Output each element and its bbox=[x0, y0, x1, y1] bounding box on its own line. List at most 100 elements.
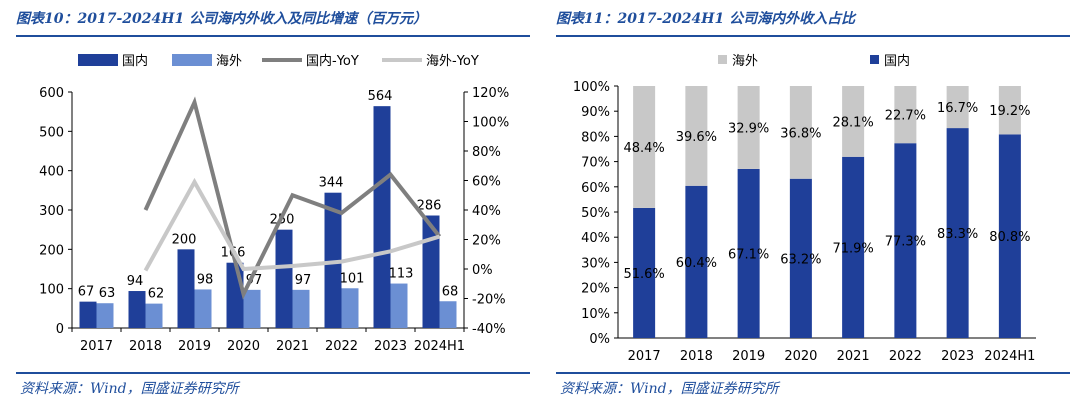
data-label-overseas: 113 bbox=[389, 267, 414, 282]
x-tick-label: 2019 bbox=[178, 339, 211, 354]
x-tick-label: 2020 bbox=[784, 349, 817, 364]
y-tick-label: 100% bbox=[573, 80, 610, 95]
legend-label: 国内 bbox=[122, 53, 148, 69]
y-tick-label: 50% bbox=[581, 206, 610, 221]
y-tick-label: 0% bbox=[589, 332, 610, 347]
chart-panel-share: 图表11：2017-2024H1 公司海内外收入占比 0% 10% 20% 30% 40… bbox=[540, 0, 1080, 417]
y-tick-label: 40% bbox=[581, 231, 610, 246]
legend-swatch bbox=[718, 55, 727, 64]
data-label-overseas: 101 bbox=[340, 271, 365, 286]
data-label-overseas: 97 bbox=[295, 273, 312, 288]
y2-tick-label: 0% bbox=[472, 263, 493, 278]
legend-label: 国内-YoY bbox=[306, 53, 359, 69]
data-label-domestic: 83.3% bbox=[937, 227, 978, 242]
x-tick-label: 2017 bbox=[80, 339, 113, 354]
legend-swatch bbox=[172, 54, 212, 66]
bar-overseas bbox=[341, 288, 359, 328]
legend-label: 海外 bbox=[732, 54, 758, 69]
y2-tick-label: 20% bbox=[472, 234, 501, 249]
x-tick-label: 2020 bbox=[227, 339, 260, 354]
x-tick-label: 2021 bbox=[276, 339, 309, 354]
bar-overseas-share bbox=[998, 86, 1021, 135]
data-label-overseas: 32.9% bbox=[728, 121, 769, 136]
legend-label: 国内 bbox=[884, 53, 910, 69]
data-label-overseas: 19.2% bbox=[989, 104, 1030, 119]
title-rule bbox=[16, 35, 530, 37]
bar-overseas bbox=[292, 289, 310, 328]
legend-swatch bbox=[870, 55, 879, 64]
bar-overseas bbox=[145, 303, 163, 328]
bar-domestic bbox=[177, 249, 195, 328]
legend-label: 海外 bbox=[216, 54, 242, 69]
y-tick-label: 80% bbox=[581, 130, 610, 145]
bar-domestic bbox=[373, 106, 391, 328]
source-rule bbox=[16, 372, 530, 374]
bar-overseas bbox=[390, 283, 408, 328]
line-domestic-yoy bbox=[143, 96, 442, 300]
bar-domestic-share bbox=[685, 185, 708, 338]
data-label-domestic: 77.3% bbox=[885, 235, 926, 250]
y-tick-label: 10% bbox=[581, 307, 610, 322]
data-label-domestic: 60.4% bbox=[676, 256, 717, 271]
bar-domestic bbox=[128, 291, 146, 328]
bar-domestic-share bbox=[842, 156, 865, 338]
bar-overseas bbox=[243, 289, 261, 328]
bar-domestic-share bbox=[998, 134, 1021, 338]
y-tick-label: 20% bbox=[581, 282, 610, 297]
x-tick-label: 2017 bbox=[628, 349, 661, 364]
bar-domestic-share bbox=[789, 178, 812, 338]
title-rule bbox=[556, 35, 1070, 37]
y2-tick-label: 100% bbox=[472, 116, 509, 131]
bar-domestic bbox=[422, 215, 440, 328]
y-tick-label: 100 bbox=[39, 283, 64, 298]
source-note: 资料来源：Wind，国盛证券研究所 bbox=[560, 381, 779, 397]
data-label-domestic: 71.9% bbox=[832, 241, 873, 256]
data-label-domestic: 51.6% bbox=[623, 267, 664, 282]
data-label-overseas: 63 bbox=[99, 286, 116, 301]
legend-swatch bbox=[78, 54, 118, 66]
bar-overseas-share bbox=[633, 86, 656, 208]
x-tick-label: 2022 bbox=[325, 339, 358, 354]
data-label-domestic: 564 bbox=[368, 89, 393, 104]
data-label-overseas: 48.4% bbox=[623, 141, 664, 156]
legend-label: 海外-YoY bbox=[426, 54, 479, 69]
y-tick-label: 500 bbox=[39, 125, 64, 140]
x-tick-label: 2019 bbox=[732, 349, 765, 364]
bar-domestic-share bbox=[946, 128, 969, 338]
x-tick-label: 2023 bbox=[374, 339, 407, 354]
y-tick-label: 0 bbox=[56, 322, 64, 337]
data-label-domestic: 200 bbox=[172, 232, 197, 247]
data-label-domestic: 67 bbox=[78, 285, 95, 300]
x-tick-label: 2021 bbox=[837, 349, 870, 364]
figure-title: 图表11：2017-2024H1 公司海内外收入占比 bbox=[556, 11, 856, 27]
figure-title: 图表10：2017-2024H1 公司海内外收入及同比增速（百万元） bbox=[16, 11, 428, 27]
data-label-domestic: 94 bbox=[127, 274, 144, 289]
x-tick-label: 2018 bbox=[680, 349, 713, 364]
data-label-domestic: 80.8% bbox=[989, 230, 1030, 245]
source-rule bbox=[556, 372, 1070, 374]
bar-overseas-share bbox=[842, 86, 865, 157]
data-label-domestic: 67.1% bbox=[728, 247, 769, 262]
y2-tick-label: -20% bbox=[472, 293, 506, 308]
y-tick-label: 70% bbox=[581, 156, 610, 171]
bar-overseas-share bbox=[685, 86, 708, 186]
bar-overseas-share bbox=[737, 86, 760, 169]
x-tick-label: 2018 bbox=[129, 339, 162, 354]
data-label-domestic: 63.2% bbox=[780, 252, 821, 267]
bar-overseas-share bbox=[789, 86, 812, 179]
chart-panel-revenue: 图表10：2017-2024H1 公司海内外收入及同比增速（百万元） 0 100 2… bbox=[16, 11, 530, 397]
y-tick-label: 400 bbox=[39, 165, 64, 180]
bar-domestic bbox=[79, 301, 97, 328]
data-label-overseas: 36.8% bbox=[780, 126, 821, 141]
x-tick-label: 2023 bbox=[941, 349, 974, 364]
data-label-overseas: 22.7% bbox=[885, 109, 926, 124]
data-label-overseas: 62 bbox=[148, 287, 165, 302]
y2-tick-label: 80% bbox=[472, 145, 501, 160]
bar-domestic bbox=[226, 262, 244, 328]
data-label-overseas: 68 bbox=[442, 284, 459, 299]
data-label-overseas: 28.1% bbox=[832, 115, 873, 130]
y-tick-label: 90% bbox=[581, 105, 610, 120]
data-label-overseas: 16.7% bbox=[937, 101, 978, 116]
bar-domestic-share bbox=[894, 143, 917, 338]
x-tick-label: 2024H1 bbox=[984, 349, 1035, 364]
